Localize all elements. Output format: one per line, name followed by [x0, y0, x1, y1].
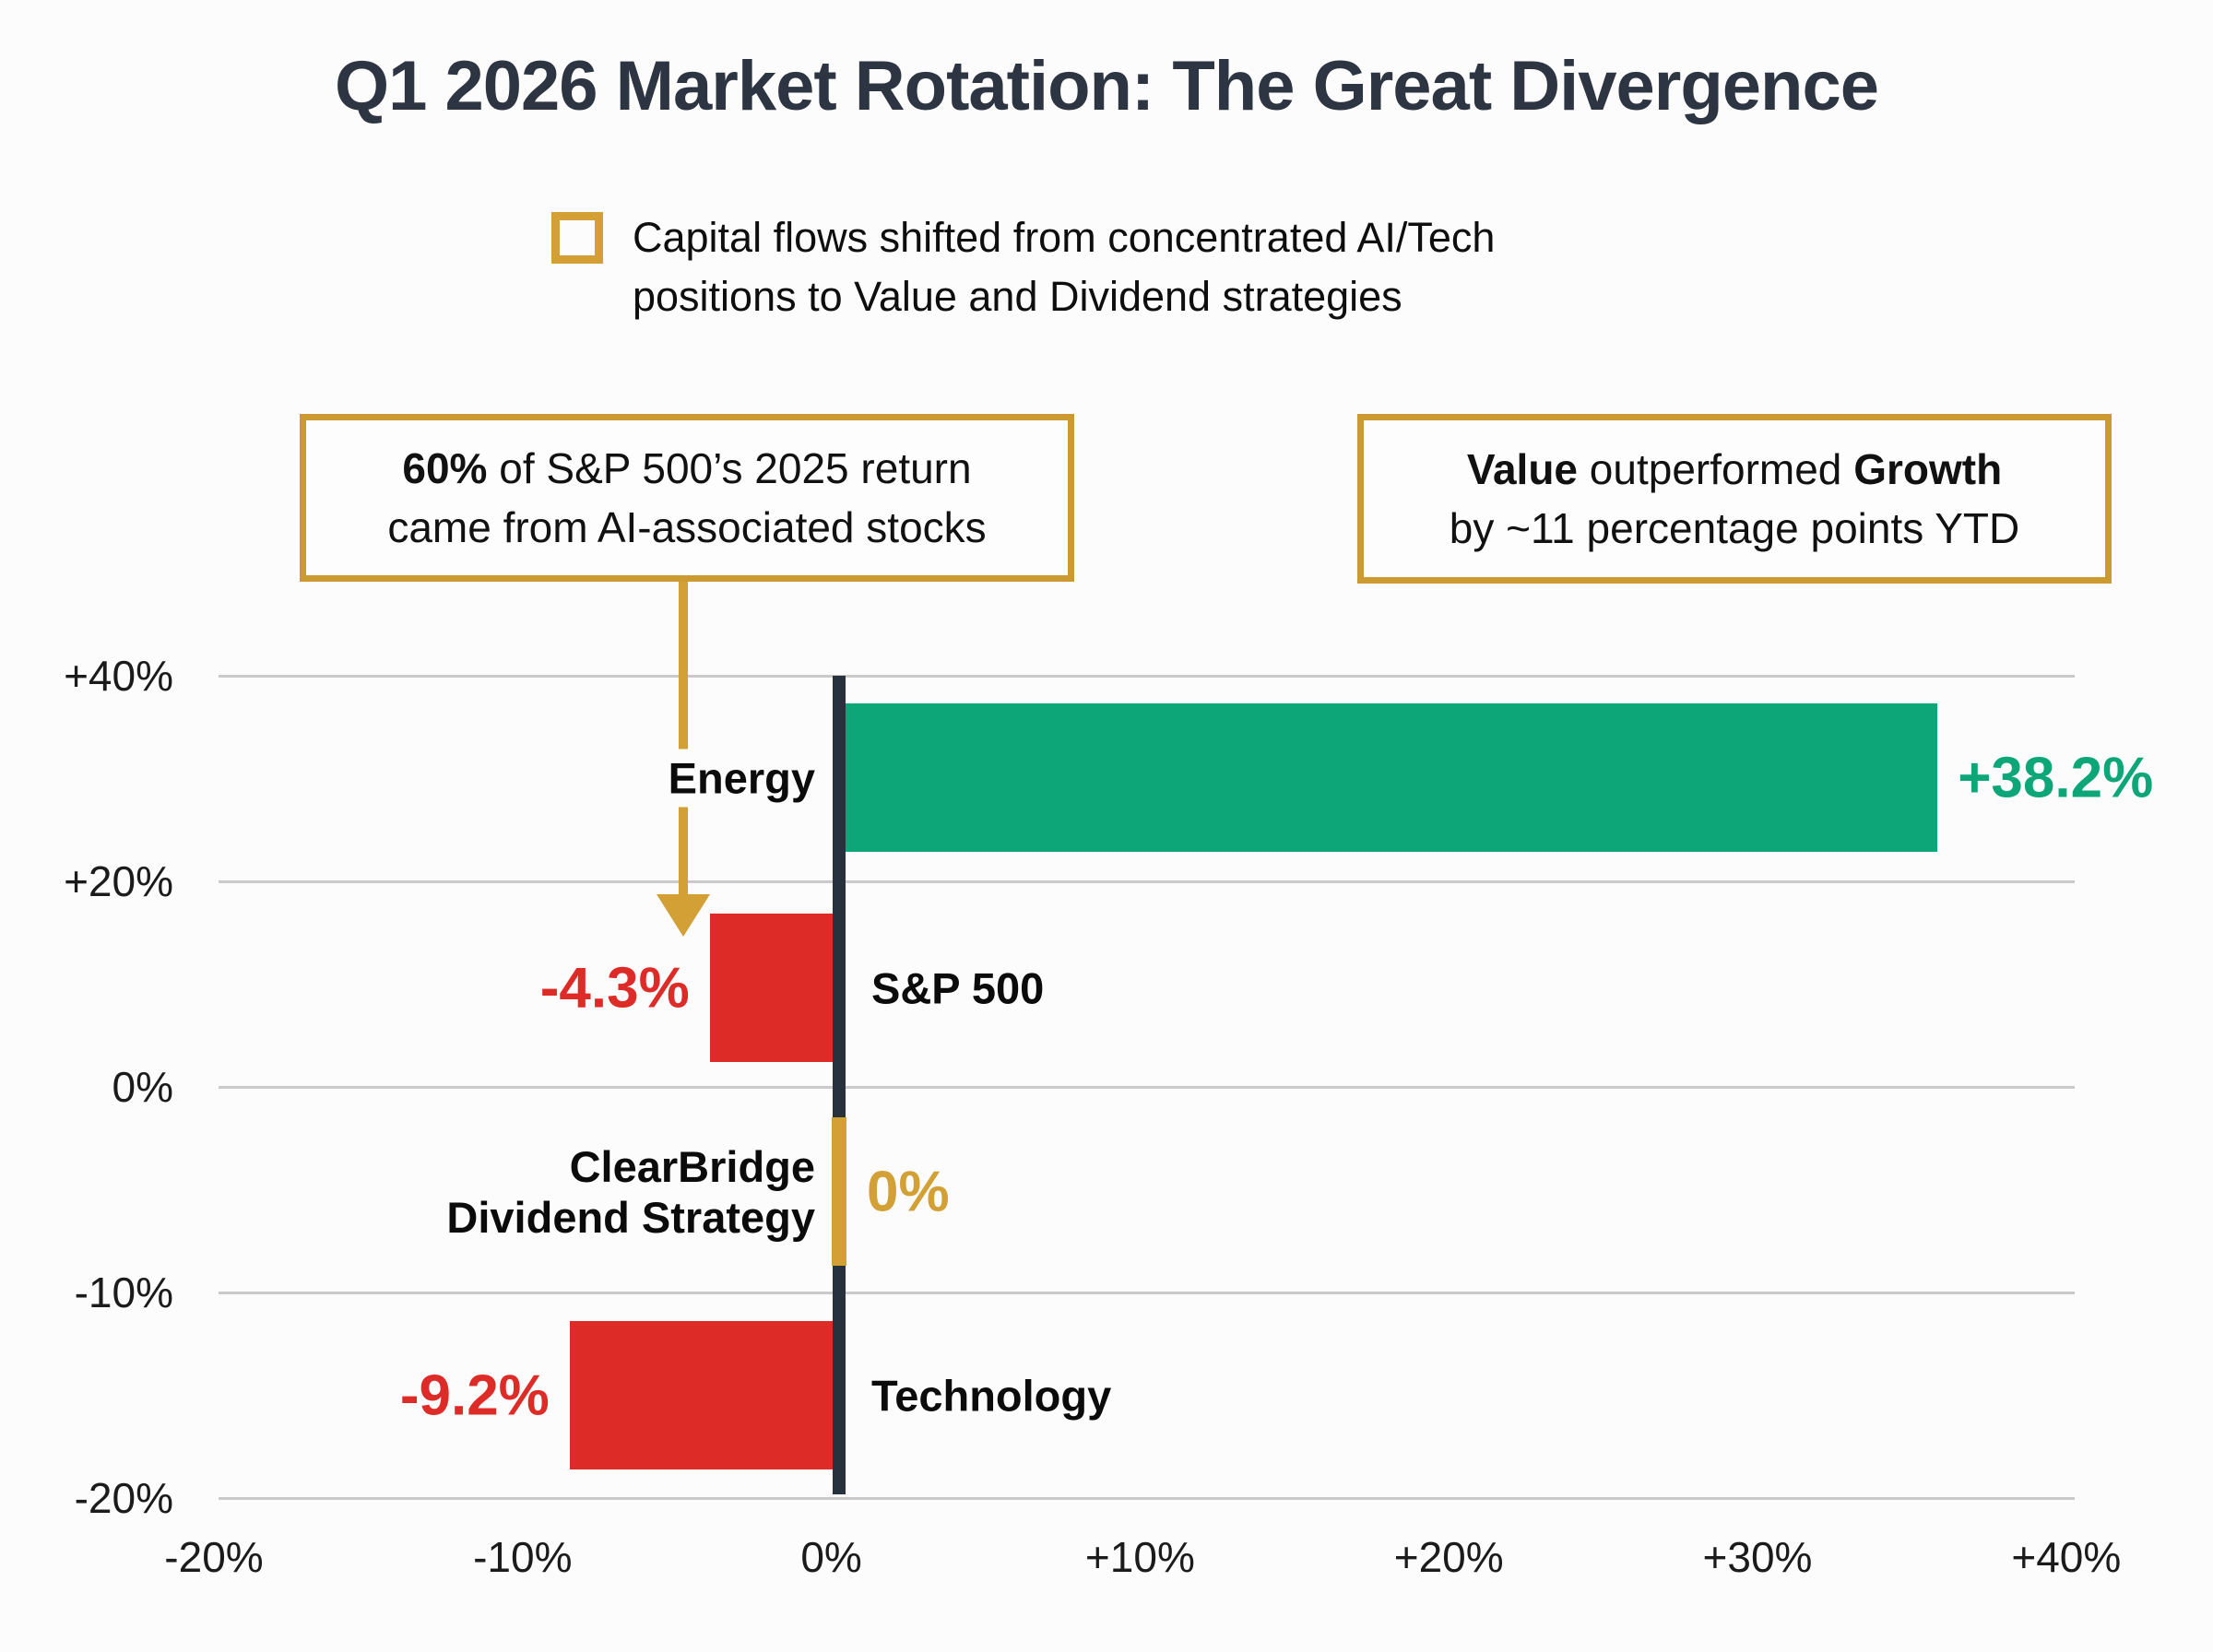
gridline [219, 675, 2075, 678]
sp500-value: -4.3% [539, 956, 690, 1020]
gridline [219, 1497, 2075, 1500]
x-axis-tick-label: -10% [473, 1533, 573, 1581]
row-sp500: S&P 500 -4.3% [0, 914, 2213, 1062]
gridline [219, 1292, 2075, 1294]
x-axis-tick-label: +20% [1393, 1533, 1504, 1581]
x-axis-tick-label: -20% [164, 1533, 264, 1581]
clearbridge-value: 0% [867, 1160, 950, 1223]
row-clearbridge: ClearBridge Dividend Strategy 0% [0, 1117, 2213, 1266]
callout-value-text: Value outperformed Growth by ~11 percenta… [1449, 444, 2020, 552]
technology-bar [569, 1321, 833, 1469]
y-axis-tick-label: 0% [112, 1063, 173, 1111]
page-title: Q1 2026 Market Rotation: The Great Diver… [334, 47, 1879, 125]
y-axis-tick-label: +20% [64, 857, 173, 905]
callout-ai-text: 60% of S&P 500’s 2025 return came from AI… [387, 443, 987, 551]
gold-outline-square-icon [551, 212, 603, 264]
subtitle: Capital flows shifted from concentrated … [551, 208, 1495, 326]
callout-ai-concentration: 60% of S&P 500’s 2025 return came from AI… [300, 414, 1074, 582]
technology-value: -9.2% [399, 1363, 550, 1427]
callout-arrow-stem [679, 582, 688, 897]
energy-value: +38.2% [1958, 746, 2154, 809]
technology-label: Technology [870, 1366, 1114, 1424]
y-axis-tick-label: -10% [74, 1268, 173, 1316]
x-axis-tick-label: 0% [800, 1533, 862, 1581]
row-technology: Technology -9.2% [0, 1321, 2213, 1469]
clearbridge-label: ClearBridge Dividend Strategy [444, 1137, 817, 1246]
x-axis-tick-label: +10% [1084, 1533, 1195, 1581]
subtitle-text: Capital flows shifted from concentrated … [633, 214, 1496, 320]
x-axis-tick-label: +40% [2011, 1533, 2122, 1581]
row-energy: Energy +38.2% [0, 703, 2213, 852]
energy-label: Energy [666, 749, 817, 807]
callout-value-vs-growth: Value outperformed Growth by ~11 percenta… [1357, 414, 2112, 584]
y-axis-tick-label: +40% [64, 652, 173, 700]
arrow-down-icon [657, 894, 710, 937]
zero-baseline-axis [833, 676, 846, 1494]
gridline [219, 1086, 2075, 1089]
clearbridge-bar [832, 1117, 846, 1266]
gridline [219, 880, 2075, 883]
y-axis-tick-label: -20% [74, 1474, 173, 1522]
x-axis-tick-label: +30% [1702, 1533, 1813, 1581]
energy-bar [846, 703, 1938, 852]
sp500-bar [709, 914, 833, 1062]
sp500-label: S&P 500 [870, 959, 1047, 1017]
